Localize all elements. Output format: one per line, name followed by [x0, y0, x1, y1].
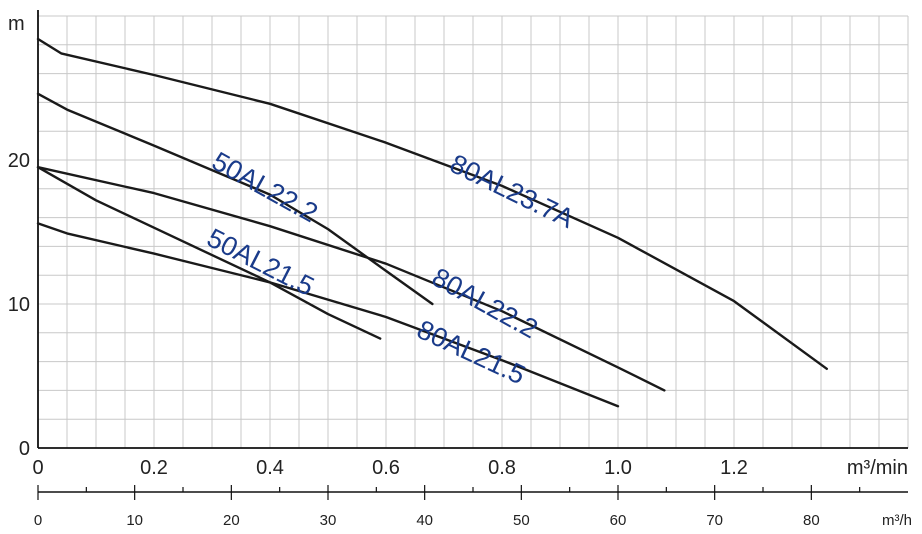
x-tick-label: 1.0 — [604, 457, 632, 479]
curve-labels: 80AL23.7A50AL22.280AL22.250AL21.580AL21.… — [202, 146, 578, 390]
x2-tick-label: 80 — [803, 512, 820, 529]
y-tick-label: 20 — [8, 150, 30, 172]
x-tick-label: 0.6 — [372, 457, 400, 479]
curves — [36, 37, 828, 408]
x-tick-label: 1.2 — [720, 457, 748, 479]
x-tick-label: 0.4 — [256, 457, 284, 479]
y-tick-label: 10 — [8, 294, 30, 316]
x-axis-label: m³/min — [847, 457, 908, 479]
x2-axis-label: m³/h — [882, 512, 912, 529]
x2-tick-label: 70 — [706, 512, 723, 529]
series-label: 80AL23.7A — [445, 148, 578, 234]
x2-tick-label: 30 — [320, 512, 337, 529]
grid — [38, 15, 909, 448]
axes — [37, 10, 908, 500]
x2-tick-label: 0 — [34, 512, 42, 529]
series-line-80al23-7a — [36, 37, 828, 370]
y-tick-label: 0 — [19, 438, 30, 460]
series-line-50al21-5 — [36, 166, 382, 340]
x2-tick-label: 10 — [126, 512, 143, 529]
x2-tick-label: 20 — [223, 512, 240, 529]
tick-labels: 0 10 20 m 0 0.2 0.4 0.6 0.8 1.0 1.2 m³/min 0 10 20 30 40… — [8, 13, 912, 529]
series-line-80al22-2 — [36, 166, 666, 392]
x-tick-label: 0.8 — [488, 457, 516, 479]
x2-tick-label: 60 — [610, 512, 627, 529]
series-line-80al21-5 — [36, 222, 620, 408]
series-label: 50AL21.5 — [202, 223, 319, 302]
y-axis-label: m — [8, 13, 25, 35]
x-tick-label: 0.2 — [140, 457, 168, 479]
x-tick-label: 0 — [32, 457, 43, 479]
series-label: 50AL22.2 — [207, 146, 323, 228]
series-line-50al22-2 — [36, 92, 434, 306]
x2-tick-label: 40 — [416, 512, 433, 529]
x2-tick-label: 50 — [513, 512, 530, 529]
